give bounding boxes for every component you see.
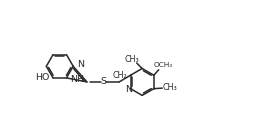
Text: NH: NH bbox=[70, 75, 84, 84]
Text: CH₃: CH₃ bbox=[125, 55, 139, 64]
Text: HO: HO bbox=[35, 73, 49, 82]
Text: N: N bbox=[125, 85, 132, 94]
Text: OCH₃: OCH₃ bbox=[154, 62, 173, 68]
Text: N: N bbox=[77, 60, 84, 69]
Text: S: S bbox=[100, 77, 106, 86]
Text: CH₃: CH₃ bbox=[162, 83, 177, 92]
Text: CH₂: CH₂ bbox=[112, 71, 127, 80]
